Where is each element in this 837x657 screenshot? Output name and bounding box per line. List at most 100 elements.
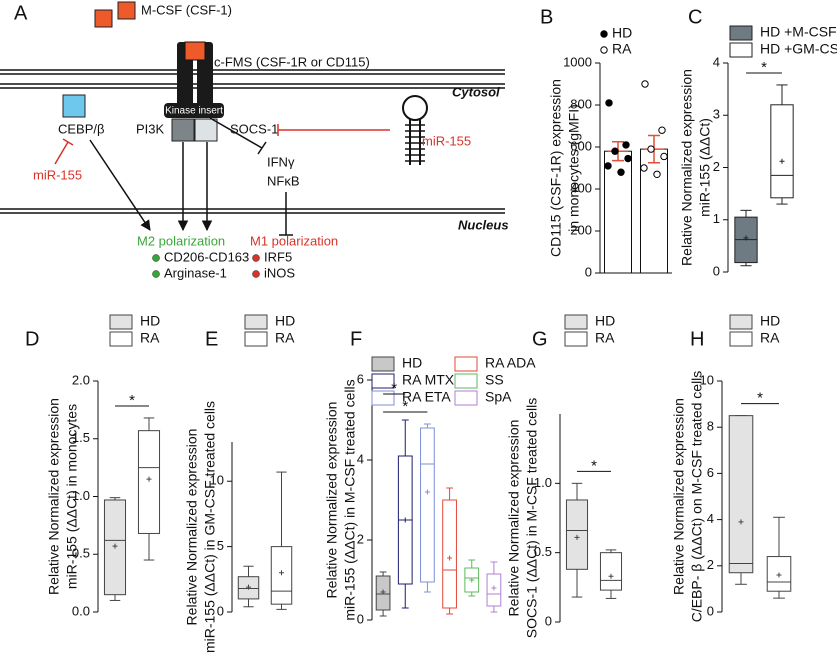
m2-label: M2 polarization xyxy=(137,233,225,248)
legend-label: RA ADA xyxy=(485,355,536,371)
y-tick-label: 800 xyxy=(570,96,592,111)
significance-label: * xyxy=(757,390,763,407)
mean-marker xyxy=(738,519,744,525)
legend-label: RA xyxy=(140,330,160,346)
mirna-hairpin xyxy=(402,95,428,165)
legend-label: HD xyxy=(275,313,295,329)
legend-label: RA xyxy=(595,330,615,346)
box xyxy=(770,104,794,199)
data-point xyxy=(617,168,625,176)
data-point xyxy=(624,154,632,163)
bullet xyxy=(252,270,260,278)
significance-label: * xyxy=(402,398,408,415)
mean-marker xyxy=(447,555,453,561)
cytosol-label: Cytosol xyxy=(452,84,500,99)
ifng-label: IFNγ xyxy=(267,154,295,169)
y-tick-label: 10 xyxy=(700,372,714,387)
y-tick-label: 2.0 xyxy=(72,372,90,387)
legend-swatch xyxy=(564,314,588,330)
legend-label: SpA xyxy=(485,389,512,405)
mirna-label: miR-155 xyxy=(33,167,82,182)
mean-marker xyxy=(743,235,749,241)
cebp-label: CEBP/β xyxy=(58,121,105,136)
y-tick-label: 0 xyxy=(545,613,552,628)
mean-marker xyxy=(279,570,284,576)
y-tick-label: 200 xyxy=(570,222,592,237)
panel-label: G xyxy=(532,328,548,350)
y-tick-label: 0.5 xyxy=(72,546,90,561)
legend-swatch xyxy=(729,331,753,347)
box xyxy=(420,427,435,583)
pi3k-box xyxy=(194,118,218,142)
m2-marker: CD206-CD163 xyxy=(164,249,249,264)
y-axis-label: C/EBP- β (ΔΔCt) on M-CSF treated cells xyxy=(689,371,705,623)
legend-label: HD xyxy=(760,313,780,329)
y-axis-label: Relative Normalized expression xyxy=(671,398,687,595)
y-tick-label: 1.0 xyxy=(534,475,552,490)
y-tick-label: 0 xyxy=(713,263,720,278)
panel-label: B xyxy=(540,6,553,28)
legend-swatch xyxy=(371,356,395,372)
m1-marker: IRF5 xyxy=(264,249,292,264)
m1-marker: iNOS xyxy=(264,265,295,280)
box xyxy=(599,552,623,591)
kinase-label: Kinase insert xyxy=(165,106,223,117)
legend-label: RA ETA xyxy=(402,389,451,405)
y-tick-label: 2 xyxy=(713,159,720,174)
bullet xyxy=(252,254,260,262)
legend-marker xyxy=(600,30,608,38)
y-tick-label: 4 xyxy=(713,54,720,69)
legend-swatch xyxy=(729,314,753,330)
y-tick-label: 0.0 xyxy=(72,603,90,618)
legend-swatch xyxy=(244,314,268,330)
y-axis-label: miR-155 (ΔΔCt) in GM-CSF treated cells xyxy=(202,401,218,653)
m2-marker: Arginase-1 xyxy=(164,265,227,280)
panel-label: C xyxy=(688,6,702,28)
significance-label: * xyxy=(129,392,135,409)
y-tick-label: 1000 xyxy=(563,54,592,69)
legend-label: HD +GM-CSF xyxy=(760,41,837,57)
y-tick-label: 5 xyxy=(217,538,224,553)
mean-marker xyxy=(246,584,251,590)
y-tick-label: 0 xyxy=(707,603,714,618)
cebp-box xyxy=(62,94,86,118)
legend-label: RA xyxy=(275,330,295,346)
arrows xyxy=(89,117,293,236)
mean-marker xyxy=(776,572,782,578)
ligand-label: M-CSF (CSF-1) xyxy=(141,2,232,17)
ligand-bound xyxy=(184,41,206,61)
pi3k-label: PI3K xyxy=(136,121,165,136)
legend-label: HD xyxy=(595,313,615,329)
nuclear-membrane xyxy=(0,208,505,214)
bullet xyxy=(152,270,160,278)
panel-a: A M-CSF (CSF-1) Cytosol Nucleus c-FMS (C… xyxy=(0,1,509,280)
data-point xyxy=(660,152,668,161)
y-tick-label: 6 xyxy=(707,465,714,480)
y-axis-label: miR-155 (ΔΔCt) in monocytes xyxy=(64,404,80,589)
y-axis-label: miR-155 (ΔΔCt) xyxy=(697,118,713,217)
legend-label: HD xyxy=(612,25,632,41)
y-axis-label: CD115 (CSF-1R) expression xyxy=(548,79,564,257)
mean-marker xyxy=(469,577,475,583)
box xyxy=(728,415,754,574)
data-point xyxy=(640,164,648,172)
data-point xyxy=(641,80,649,88)
data-point xyxy=(604,162,612,170)
membrane xyxy=(0,69,505,89)
legend-swatch xyxy=(564,331,588,347)
mean-marker xyxy=(779,158,785,164)
box xyxy=(442,499,457,609)
legend-marker xyxy=(600,46,608,54)
mean-marker xyxy=(402,517,408,523)
m1-label: M1 polarization xyxy=(250,233,338,248)
panel-label: D xyxy=(25,328,39,350)
receptor-label: c-FMS (CSF-1R or CD115) xyxy=(214,54,370,69)
nucleus-label: Nucleus xyxy=(458,217,509,232)
y-tick-label: 0.5 xyxy=(534,544,552,559)
box xyxy=(565,499,589,570)
y-tick-label: 0 xyxy=(217,603,224,618)
inhibition xyxy=(54,138,74,165)
data-point xyxy=(647,145,655,153)
legend-label: RA xyxy=(612,41,632,57)
nfkb-label: NFκB xyxy=(267,173,300,188)
